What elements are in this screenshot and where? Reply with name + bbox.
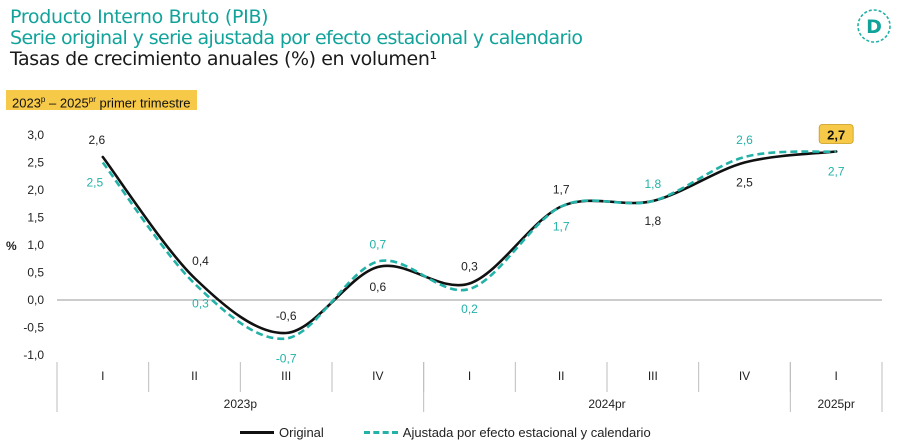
x-group-label: 2023p: [224, 397, 258, 411]
y-tick-label: 1,0: [27, 238, 44, 252]
x-group-label: 2025pr: [817, 397, 854, 411]
chart-units-title: Tasas de crecimiento anuales (%) en volu…: [10, 48, 437, 70]
data-label-adjusted: 2,5: [86, 176, 103, 190]
x-tick-label: II: [191, 369, 198, 383]
data-label-adjusted: 0,2: [461, 302, 478, 316]
x-tick-label: II: [558, 369, 565, 383]
period-start: 2023: [12, 95, 41, 111]
x-tick-label: IV: [739, 369, 750, 383]
y-axis-title: %: [6, 239, 17, 253]
data-label-original: 0,3: [461, 260, 478, 274]
growth-line-chart: 3,02,52,01,51,00,50,0-0,5-1,0%I II III IV I I…: [6, 124, 883, 412]
period-start-sup: p: [40, 95, 46, 104]
data-label-adjusted: 1,7: [553, 220, 570, 234]
data-label-adjusted: 0,3: [192, 297, 209, 311]
data-label-original: 1,7: [553, 183, 570, 197]
x-tick-label: III: [281, 369, 291, 383]
data-label-original: 0,6: [369, 280, 386, 294]
legend-swatch-original: [240, 431, 274, 435]
data-label-original: 2,7: [827, 128, 845, 143]
y-tick-label: 0,5: [27, 266, 44, 280]
y-tick-label: 1,5: [27, 211, 44, 225]
y-tick-label: 0,0: [27, 293, 44, 307]
highlight-label-box: [818, 124, 854, 144]
x-tick-label: III: [648, 369, 658, 383]
period-suffix: primer trimestre: [95, 95, 191, 111]
legend-label-original: Original: [279, 425, 324, 441]
logo-letter: D: [866, 16, 882, 38]
data-label-adjusted: 2,7: [828, 165, 845, 179]
data-label-original: 0,4: [192, 254, 209, 268]
y-tick-label: 2,0: [27, 183, 44, 197]
period-badge: 2023p – 2025pr primer trimestre: [6, 90, 197, 110]
data-label-original: 2,5: [736, 176, 753, 190]
period-end-sup: pr: [88, 95, 96, 104]
y-tick-label: 3,0: [27, 128, 44, 142]
period-dash: –: [45, 95, 60, 111]
y-tick-label: -0,5: [23, 321, 44, 335]
x-group-label: 2024pr: [588, 397, 625, 411]
data-label-original: 1,8: [644, 214, 661, 228]
data-label-adjusted: 1,8: [644, 177, 661, 191]
data-label-adjusted: 0,7: [369, 238, 386, 252]
x-tick-label: IV: [372, 369, 383, 383]
data-label-original: -0,6: [276, 309, 297, 323]
x-tick-label: I: [834, 369, 837, 383]
y-tick-label: -1,0: [23, 348, 44, 362]
legend-swatch-adjusted: [363, 431, 398, 435]
series-line-adjusted: [101, 150, 837, 340]
legend-label-adjusted: Ajustada por efecto estacional y calenda…: [402, 425, 651, 441]
data-label-adjusted: 2,6: [736, 133, 753, 147]
chart-subtitle: Serie original y serie ajustada por efec…: [10, 27, 583, 49]
legend: Original Ajustada por efecto estacional y…: [240, 424, 651, 440]
x-tick-label: I: [468, 369, 471, 383]
series-line-original: [101, 150, 838, 335]
dane-logo-icon: D: [857, 9, 891, 43]
x-tick-label: I: [101, 369, 104, 383]
chart-title: Producto Interno Bruto (PIB): [10, 6, 269, 28]
data-label-adjusted: -0,7: [276, 352, 297, 366]
period-end: 2025: [59, 95, 89, 111]
data-label-original: 2,6: [88, 133, 105, 147]
y-tick-label: 2,5: [27, 156, 44, 170]
